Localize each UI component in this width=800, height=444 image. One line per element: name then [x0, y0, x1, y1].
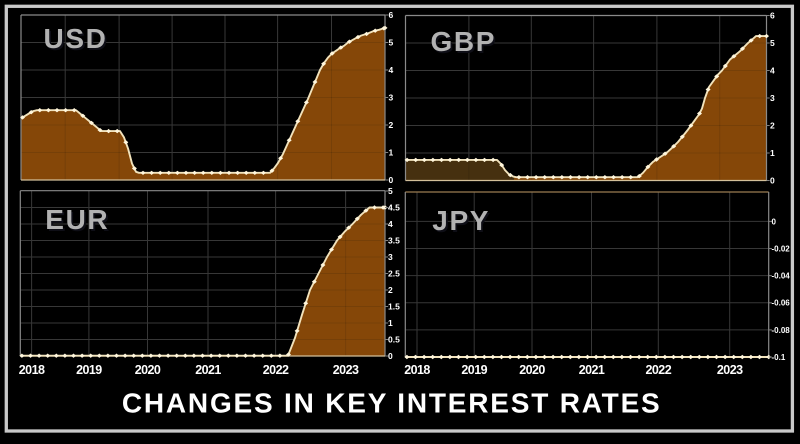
svg-text:GBP: GBP: [432, 28, 497, 59]
svg-text:4.5: 4.5: [388, 202, 400, 212]
svg-text:-0.06: -0.06: [772, 299, 791, 308]
svg-text:2019: 2019: [76, 363, 102, 377]
svg-text:-0.1: -0.1: [772, 353, 786, 362]
svg-text:-0.02: -0.02: [772, 244, 791, 253]
svg-text:2: 2: [770, 120, 775, 130]
svg-text:2018: 2018: [19, 363, 45, 377]
svg-text:3: 3: [388, 252, 393, 262]
svg-text:2020: 2020: [519, 363, 545, 377]
svg-text:4: 4: [770, 65, 775, 75]
svg-text:2023: 2023: [717, 363, 743, 377]
svg-text:1: 1: [388, 318, 393, 328]
svg-text:2022: 2022: [645, 363, 671, 377]
svg-text:2022: 2022: [263, 363, 289, 377]
svg-text:4: 4: [388, 219, 393, 229]
svg-text:5: 5: [388, 186, 393, 196]
svg-text:0: 0: [770, 175, 775, 185]
svg-text:2020: 2020: [135, 363, 161, 377]
svg-text:0: 0: [389, 175, 394, 185]
svg-text:CHANGES IN KEY INTEREST RATES: CHANGES IN KEY INTEREST RATES: [122, 387, 662, 418]
svg-text:5: 5: [389, 37, 394, 47]
svg-text:2021: 2021: [579, 363, 605, 377]
svg-text:2: 2: [389, 120, 394, 130]
svg-text:2018: 2018: [404, 363, 430, 377]
svg-text:0.5: 0.5: [388, 334, 400, 344]
svg-text:0: 0: [772, 217, 777, 226]
svg-text:2021: 2021: [195, 363, 221, 377]
svg-text:-0.04: -0.04: [772, 272, 791, 281]
svg-text:JPY: JPY: [432, 205, 490, 236]
svg-text:3: 3: [770, 93, 775, 103]
svg-text:JPY: JPY: [434, 207, 492, 238]
svg-text:-0.08: -0.08: [772, 326, 791, 335]
svg-text:1: 1: [389, 147, 394, 157]
svg-text:6: 6: [770, 10, 775, 20]
svg-text:EUR: EUR: [47, 206, 111, 237]
svg-text:EUR: EUR: [45, 204, 109, 235]
svg-text:1: 1: [770, 148, 775, 158]
svg-text:0: 0: [388, 351, 393, 361]
svg-text:3: 3: [389, 92, 394, 102]
svg-text:3.5: 3.5: [388, 235, 400, 245]
svg-text:4: 4: [389, 65, 394, 75]
svg-text:2.5: 2.5: [388, 268, 400, 278]
svg-text:2019: 2019: [461, 363, 487, 377]
svg-text:5: 5: [770, 38, 775, 48]
svg-text:USD: USD: [44, 23, 108, 54]
svg-text:GBP: GBP: [431, 26, 496, 57]
svg-text:6: 6: [389, 10, 394, 20]
svg-text:2: 2: [388, 285, 393, 295]
svg-text:1.5: 1.5: [388, 301, 400, 311]
svg-text:USD: USD: [45, 25, 109, 56]
svg-text:2023: 2023: [333, 363, 359, 377]
